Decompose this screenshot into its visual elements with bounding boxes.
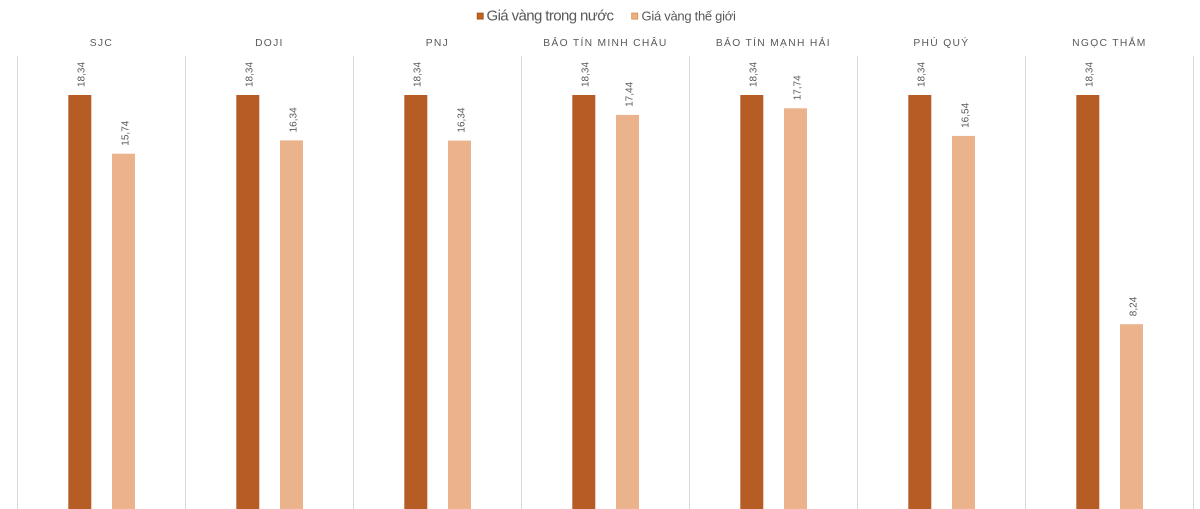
svg-text:BẢO TÍN MẠNH HẢI: BẢO TÍN MẠNH HẢI [716, 36, 831, 49]
svg-text:18,34: 18,34 [581, 62, 592, 87]
svg-text:Giá vàng thế giới: Giá vàng thế giới [642, 9, 736, 24]
svg-text:18,34: 18,34 [1085, 62, 1096, 87]
svg-text:16,34: 16,34 [457, 107, 468, 132]
svg-text:16,34: 16,34 [289, 107, 300, 132]
svg-text:PHÚ QUÝ: PHÚ QUÝ [913, 36, 969, 49]
svg-text:18,34: 18,34 [77, 62, 88, 87]
svg-text:Giá vàng trong nước: Giá vàng trong nước [487, 8, 615, 25]
svg-text:BẢO TÍN MINH CHÂU: BẢO TÍN MINH CHÂU [543, 36, 667, 49]
svg-text:17,44: 17,44 [625, 81, 636, 106]
svg-text:16,54: 16,54 [961, 102, 972, 127]
svg-text:18,34: 18,34 [413, 62, 424, 87]
svg-text:18,34: 18,34 [245, 62, 256, 87]
svg-text:SJC: SJC [90, 38, 113, 49]
svg-text:18,34: 18,34 [749, 62, 760, 87]
svg-text:17,74: 17,74 [793, 75, 804, 100]
svg-text:NGỌC THẮM: NGỌC THẮM [1072, 36, 1146, 49]
svg-text:8,24: 8,24 [1129, 296, 1140, 316]
svg-text:PNJ: PNJ [426, 38, 449, 49]
svg-text:18,34: 18,34 [917, 62, 928, 87]
svg-text:15,74: 15,74 [121, 120, 132, 145]
svg-text:DOJI: DOJI [255, 38, 284, 49]
